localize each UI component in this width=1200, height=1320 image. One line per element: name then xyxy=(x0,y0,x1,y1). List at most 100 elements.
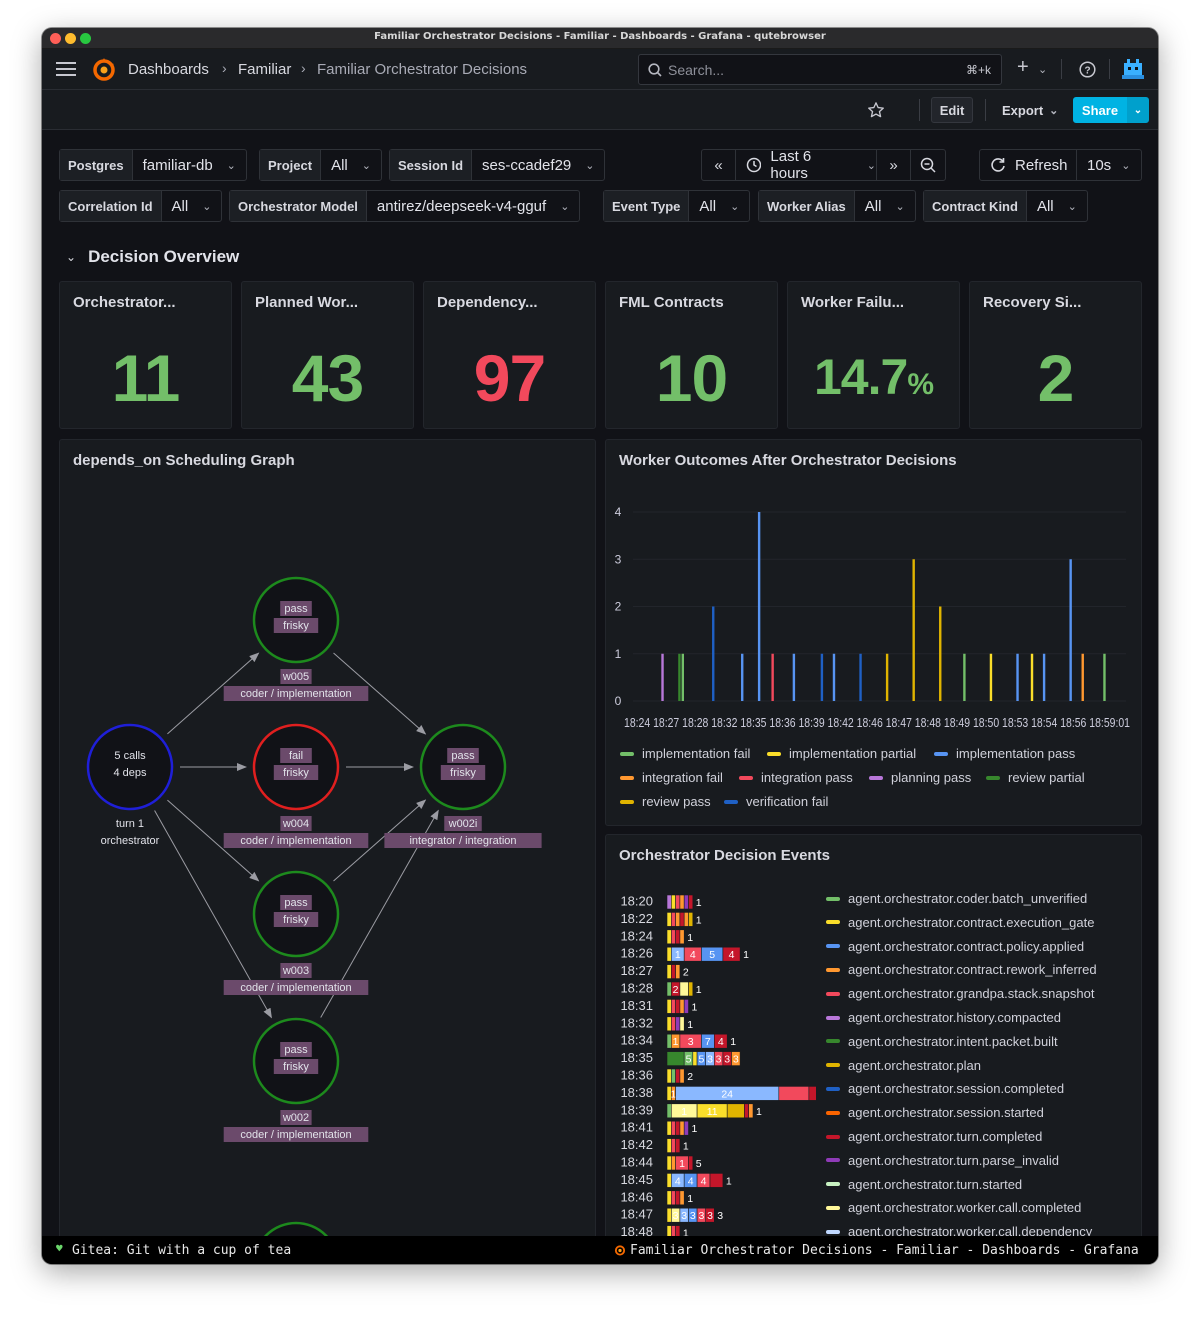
refresh-button[interactable]: Refresh xyxy=(980,150,1077,180)
event-legend-item[interactable]: agent.orchestrator.coder.batch_unverifie… xyxy=(826,891,1087,906)
event-segment[interactable] xyxy=(675,1190,681,1206)
event-legend-item[interactable]: agent.orchestrator.intent.packet.built xyxy=(826,1034,1058,1049)
outcome-bar[interactable] xyxy=(757,512,761,701)
event-segment[interactable] xyxy=(675,912,681,927)
event-segment[interactable] xyxy=(671,1155,676,1171)
event-segment[interactable] xyxy=(705,1207,715,1223)
event-segment[interactable] xyxy=(671,1120,676,1136)
time-back-icon[interactable]: « xyxy=(702,150,736,180)
event-segment[interactable] xyxy=(731,1051,741,1066)
event-segment[interactable] xyxy=(683,894,689,910)
event-legend-item[interactable]: agent.orchestrator.session.started xyxy=(826,1105,1044,1120)
variable-correlation-id[interactable]: Correlation Id All ⌄ xyxy=(59,190,223,222)
event-segment[interactable] xyxy=(666,1207,672,1223)
event-segment[interactable] xyxy=(671,912,676,927)
refresh-interval[interactable]: 10s ⌄ xyxy=(1077,150,1141,180)
event-segment[interactable] xyxy=(671,929,676,945)
event-segment[interactable] xyxy=(675,1016,681,1032)
outcome-bar[interactable] xyxy=(885,653,889,701)
event-legend-item[interactable]: agent.orchestrator.turn.parse_invalid xyxy=(826,1153,1059,1168)
status-tab-active[interactable]: Familiar Orchestrator Decisions - Famili… xyxy=(600,1236,1158,1264)
event-segment[interactable] xyxy=(778,1086,810,1101)
event-segment[interactable] xyxy=(666,1190,672,1206)
legend-item[interactable]: implementation fail xyxy=(620,746,750,761)
event-segment[interactable] xyxy=(666,1016,672,1032)
event-segment[interactable] xyxy=(666,1033,672,1049)
export-button[interactable]: Export ⌄ xyxy=(993,97,1065,123)
event-segment[interactable] xyxy=(666,1120,672,1136)
event-legend-item[interactable]: agent.orchestrator.contract.policy.appli… xyxy=(826,939,1084,954)
outcome-bar[interactable] xyxy=(859,653,862,701)
event-legend-item[interactable]: agent.orchestrator.grandpa.stack.snapsho… xyxy=(826,986,1094,1001)
outcome-bar[interactable] xyxy=(963,653,966,701)
outcome-bar[interactable] xyxy=(912,559,915,701)
event-segment[interactable] xyxy=(666,964,672,979)
event-segment[interactable] xyxy=(666,1068,672,1084)
event-segment[interactable] xyxy=(679,981,689,997)
outcome-bar[interactable] xyxy=(1030,653,1034,701)
event-segment[interactable] xyxy=(679,1068,685,1084)
event-segment[interactable] xyxy=(683,912,689,927)
graph-node-w004[interactable]: fail frisky w004 coder / implementation xyxy=(223,723,369,848)
grafana-logo-icon[interactable] xyxy=(91,56,117,82)
graph-node-orch[interactable]: 5 calls 4 deps turn 1 orchestrator xyxy=(86,723,174,847)
event-segment[interactable] xyxy=(683,999,689,1014)
event-legend-item[interactable]: agent.orchestrator.worker.call.completed xyxy=(826,1200,1081,1215)
outcome-bar[interactable] xyxy=(820,653,824,701)
legend-item[interactable]: integration pass xyxy=(739,770,853,785)
event-legend-item[interactable]: agent.orchestrator.worker.call.dependenc… xyxy=(826,1224,1092,1238)
outcome-bar[interactable] xyxy=(1042,653,1046,701)
outcome-bar[interactable] xyxy=(939,606,942,702)
breadcrumb-familiar[interactable]: Familiar xyxy=(238,61,292,78)
event-segment[interactable] xyxy=(666,1138,672,1153)
event-segment[interactable] xyxy=(679,1016,685,1032)
event-legend-item[interactable]: agent.orchestrator.contract.rework_infer… xyxy=(826,962,1097,977)
event-segment[interactable] xyxy=(679,1190,685,1206)
event-segment[interactable] xyxy=(666,1051,685,1066)
event-segment[interactable] xyxy=(666,1155,672,1171)
event-segment[interactable] xyxy=(679,1120,685,1136)
event-legend-item[interactable]: agent.orchestrator.turn.started xyxy=(826,1177,1022,1192)
event-segment[interactable] xyxy=(679,999,685,1014)
event-segment[interactable] xyxy=(679,929,685,945)
event-segment[interactable] xyxy=(671,999,676,1014)
event-legend-item[interactable]: agent.orchestrator.contract.execution_ga… xyxy=(826,915,1094,930)
graph-node-w002i[interactable]: pass frisky w002i integrator / integration xyxy=(384,723,542,848)
graph-node-w002[interactable]: pass frisky w002 coder / implementation xyxy=(223,1017,369,1142)
outcome-bar[interactable] xyxy=(661,653,664,701)
row-toggle[interactable]: ⌄ Decision Overview xyxy=(66,247,239,267)
event-segment[interactable] xyxy=(675,1120,681,1136)
outcome-bar[interactable] xyxy=(989,653,993,701)
help-icon[interactable]: ? xyxy=(1079,61,1096,78)
event-segment[interactable] xyxy=(688,894,694,910)
outcome-bar[interactable] xyxy=(681,653,685,701)
event-segment[interactable] xyxy=(666,894,672,910)
event-segment[interactable] xyxy=(675,964,681,979)
search-input[interactable]: Search... ⌘+k xyxy=(638,54,1002,85)
graph-node-w005[interactable]: pass frisky w005 coder / implementation xyxy=(223,576,369,701)
event-segment[interactable] xyxy=(666,912,672,927)
legend-item[interactable]: planning pass xyxy=(869,770,971,785)
event-segment[interactable] xyxy=(709,1173,724,1188)
time-range-picker[interactable]: Last 6 hours ⌄ xyxy=(736,148,877,182)
event-segment[interactable] xyxy=(666,999,672,1014)
avatar[interactable] xyxy=(1121,57,1145,81)
chevron-down-icon[interactable]: ⌄ xyxy=(1038,64,1048,76)
event-segment[interactable] xyxy=(666,929,672,945)
event-segment[interactable] xyxy=(671,894,676,910)
event-segment[interactable] xyxy=(714,1033,728,1049)
event-segment[interactable] xyxy=(671,1016,676,1032)
outcome-bar[interactable] xyxy=(1081,653,1084,701)
variable-contract-kind[interactable]: Contract Kind All ⌄ xyxy=(923,190,1088,222)
close-window-button[interactable] xyxy=(50,33,61,44)
event-segment[interactable] xyxy=(675,894,681,910)
outcome-bar[interactable] xyxy=(678,653,681,701)
event-segment[interactable] xyxy=(675,929,681,945)
event-legend-item[interactable]: agent.orchestrator.history.compacted xyxy=(826,1010,1061,1025)
outcome-bar[interactable] xyxy=(832,653,836,701)
outcome-bar[interactable] xyxy=(1069,559,1072,701)
event-segment[interactable] xyxy=(688,912,694,927)
event-segment[interactable] xyxy=(666,1103,672,1119)
event-segment[interactable] xyxy=(683,1120,689,1136)
event-segment[interactable] xyxy=(675,1068,681,1084)
